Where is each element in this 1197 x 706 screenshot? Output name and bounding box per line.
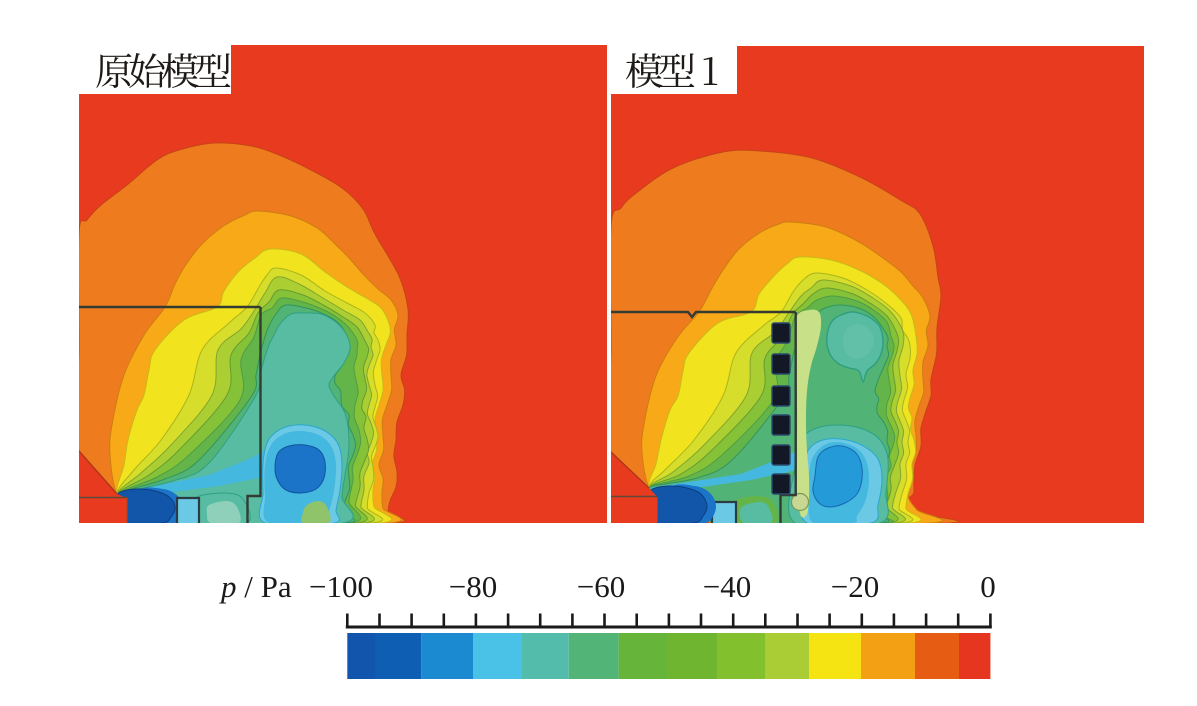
svg-text:p / Pa: p / Pa xyxy=(219,569,292,604)
svg-text:−20: −20 xyxy=(831,569,879,604)
svg-text:0: 0 xyxy=(980,569,996,604)
svg-text:−80: −80 xyxy=(449,569,497,604)
svg-text:−60: −60 xyxy=(577,569,625,604)
svg-text:−100: −100 xyxy=(309,569,373,604)
svg-text:−40: −40 xyxy=(703,569,751,604)
